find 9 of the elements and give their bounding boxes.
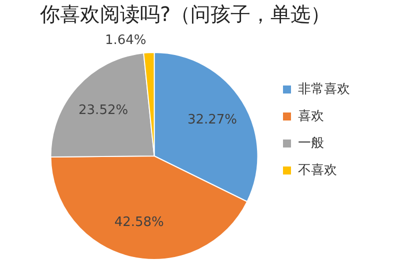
data-label: 23.52% <box>78 102 128 118</box>
data-label: 1.64% <box>104 33 146 48</box>
legend-label: 非常喜欢 <box>298 82 350 97</box>
legend-label: 一般 <box>298 136 324 151</box>
data-label: 42.58% <box>114 214 164 230</box>
data-label: 32.27% <box>187 112 238 128</box>
legend-label: 不喜欢 <box>298 162 337 178</box>
chart-title: 你喜欢阅读吗?（问孩子，单选） <box>39 2 331 26</box>
legend-label: 喜欢 <box>298 108 324 124</box>
